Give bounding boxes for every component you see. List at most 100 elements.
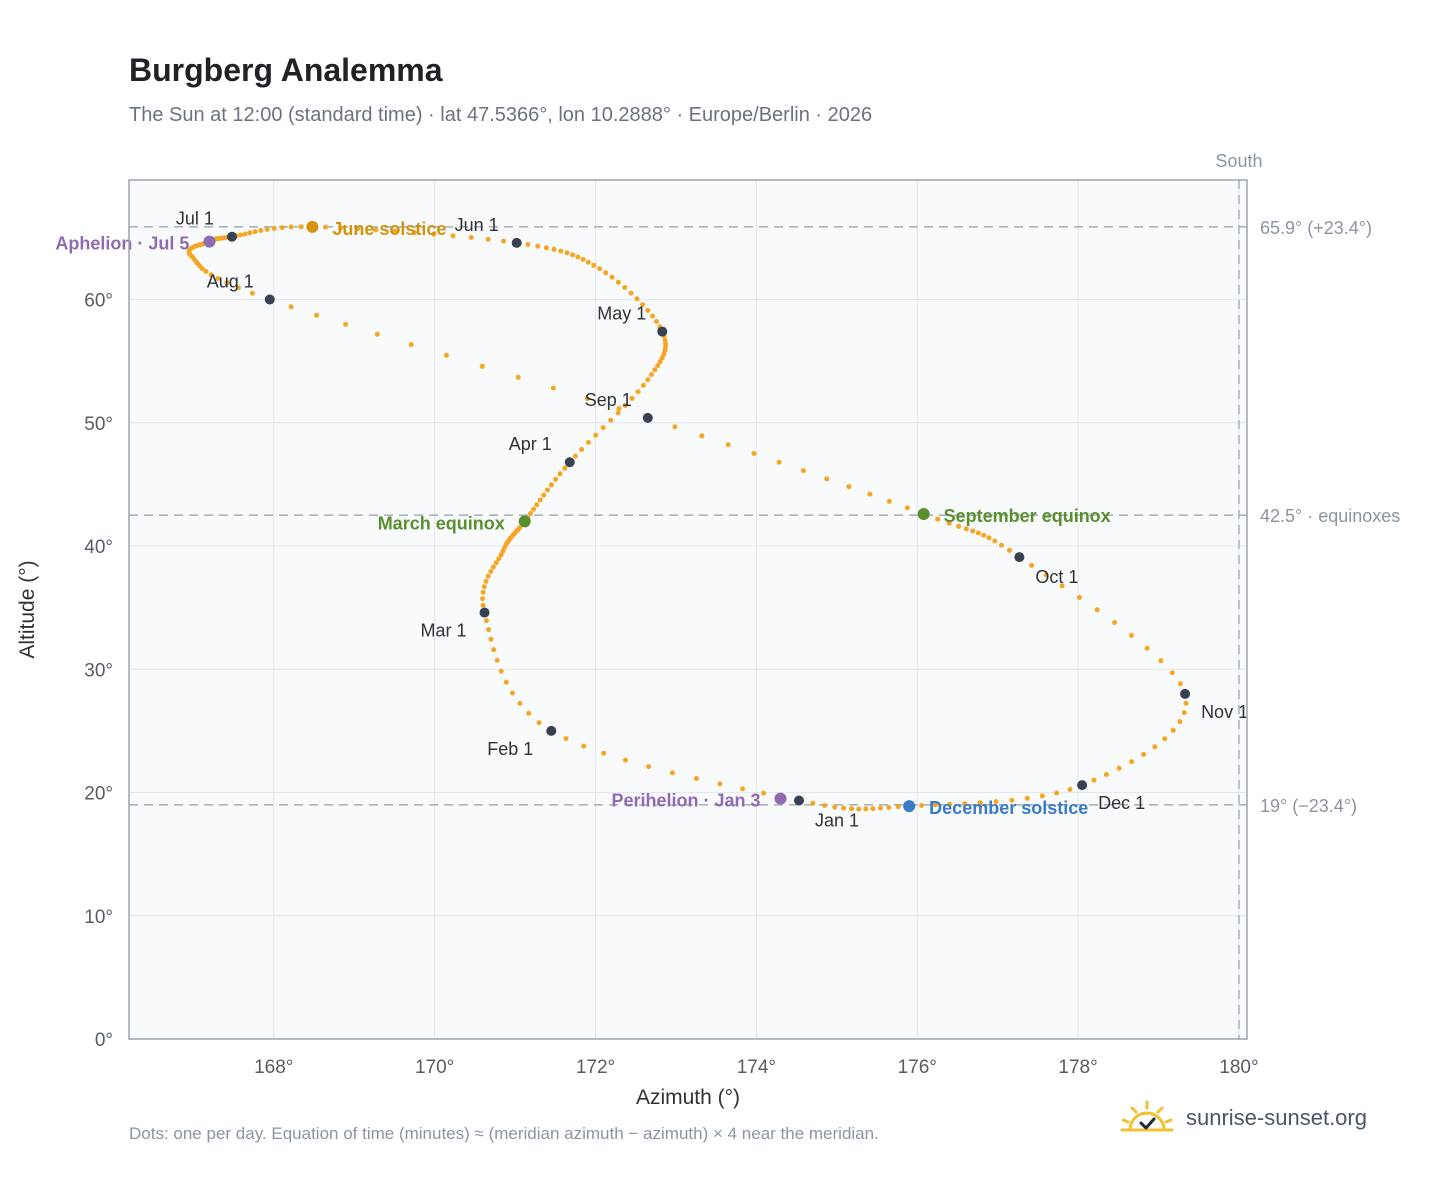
event-marker	[903, 800, 916, 813]
daily-sun-dot	[431, 231, 437, 237]
x-tick-label: 176°	[898, 1057, 937, 1078]
daily-sun-dot	[603, 270, 609, 276]
daily-sun-dot	[650, 313, 655, 319]
daily-sun-dot	[343, 321, 349, 327]
reference-label: 42.5° · equinoxes	[1260, 506, 1400, 526]
daily-sun-dot	[895, 804, 901, 810]
daily-sun-dot	[832, 804, 838, 810]
month-marker	[564, 457, 575, 468]
daily-sun-dot	[238, 232, 244, 238]
daily-sun-dot	[932, 802, 938, 808]
daily-sun-dot	[622, 285, 628, 290]
daily-sun-dot	[640, 302, 646, 308]
brand[interactable]: sunrise-sunset.org	[1120, 1100, 1367, 1136]
daily-sun-dot	[1059, 583, 1065, 589]
event-label: December solstice	[929, 798, 1088, 818]
brand-name[interactable]: sunrise-sunset.org	[1186, 1105, 1367, 1130]
daily-sun-dot	[1024, 795, 1030, 801]
x-tick-label: 170°	[415, 1057, 454, 1078]
daily-sun-dot	[481, 584, 487, 590]
daily-sun-dot	[298, 224, 304, 230]
daily-sun-dot	[1094, 607, 1100, 613]
daily-sun-dot	[1103, 772, 1109, 777]
daily-sun-dot	[208, 272, 214, 278]
daily-sun-dot	[1076, 595, 1082, 600]
month-marker	[264, 294, 275, 305]
daily-sun-dot	[986, 535, 992, 541]
y-tick-label: 60°	[84, 291, 113, 312]
daily-sun-dot	[841, 805, 847, 811]
month-label: Apr 1	[509, 434, 552, 454]
daily-sun-dot	[1177, 681, 1183, 687]
daily-sun-dot	[1054, 790, 1060, 796]
event-marker	[774, 792, 787, 805]
daily-sun-dot	[1039, 793, 1045, 799]
daily-sun-dot	[601, 750, 607, 756]
daily-sun-dot	[548, 482, 554, 488]
daily-sun-dot	[646, 764, 652, 770]
daily-sun-dot	[886, 498, 892, 504]
daily-sun-dot	[810, 800, 816, 806]
event-label: Perihelion · Jan 3	[611, 791, 760, 811]
sunrise-logo-icon	[1120, 1100, 1174, 1132]
daily-sun-dot	[224, 280, 230, 286]
daily-sun-dot	[1067, 786, 1073, 792]
daily-sun-dot	[258, 228, 264, 233]
event-label: Aphelion · Jul 5	[55, 234, 189, 254]
daily-sun-dot	[615, 279, 621, 285]
daily-sun-dot	[849, 806, 854, 812]
daily-sun-dot	[411, 230, 417, 236]
daily-sun-dot	[800, 468, 806, 474]
daily-sun-dot	[867, 491, 873, 497]
daily-sun-dot	[271, 225, 277, 231]
date-markers: Jan 1 Feb 1 Mar 1 Apr 1 May 1 Jun 1 Jul 1 Aug 1…	[55, 209, 1248, 831]
daily-sun-dot	[541, 492, 547, 498]
daily-sun-dot	[247, 230, 253, 236]
daily-sun-dot	[1183, 700, 1189, 706]
daily-sun-dot	[1177, 719, 1183, 725]
daily-sun-dot	[480, 589, 486, 595]
daily-sun-dot	[1129, 759, 1135, 765]
x-tick-label: 174°	[737, 1057, 776, 1078]
month-marker	[793, 795, 804, 806]
daily-sun-dot	[886, 804, 892, 810]
month-label: Jun 1	[455, 215, 499, 235]
daily-sun-dot	[199, 266, 205, 272]
daily-sun-dot	[468, 235, 474, 240]
daily-sun-dot	[485, 573, 491, 579]
daily-sun-dot	[392, 228, 398, 234]
daily-sun-dot	[491, 647, 497, 653]
daily-sun-dot	[494, 657, 500, 663]
daily-sun-dot	[751, 451, 757, 456]
daily-sun-dot	[450, 233, 456, 239]
month-marker	[546, 725, 557, 736]
daily-sun-dot	[870, 806, 876, 812]
daily-sun-dot	[531, 506, 537, 512]
daily-sun-dot	[580, 256, 586, 262]
daily-sun-dot	[585, 259, 591, 265]
daily-sun-dot	[517, 700, 523, 706]
daily-sun-dot	[717, 781, 723, 787]
daily-sun-dot	[443, 352, 449, 358]
daily-sun-dot	[215, 276, 221, 281]
month-marker	[642, 412, 653, 423]
daily-sun-dot	[597, 266, 602, 272]
daily-sun-dot	[615, 410, 621, 416]
daily-sun-dot	[1029, 562, 1035, 568]
daily-sun-dot	[536, 720, 542, 726]
daily-sun-dot	[550, 385, 556, 391]
daily-sun-dot	[323, 224, 328, 230]
daily-sun-dot	[543, 245, 549, 251]
daily-sun-dot	[856, 806, 862, 812]
daily-sun-dot	[946, 520, 952, 526]
x-axis-label: Azimuth (°)	[636, 1086, 740, 1109]
daily-sun-dot	[479, 363, 485, 369]
y-tick-label: 10°	[84, 907, 113, 928]
x-tick-label: 172°	[576, 1057, 615, 1078]
daily-sun-dot	[947, 801, 953, 807]
daily-sun-dot	[935, 516, 941, 522]
daily-sun-dot	[557, 471, 563, 477]
month-marker	[1180, 688, 1191, 699]
daily-sun-dot	[1129, 632, 1134, 638]
daily-sun-dot	[584, 396, 590, 402]
